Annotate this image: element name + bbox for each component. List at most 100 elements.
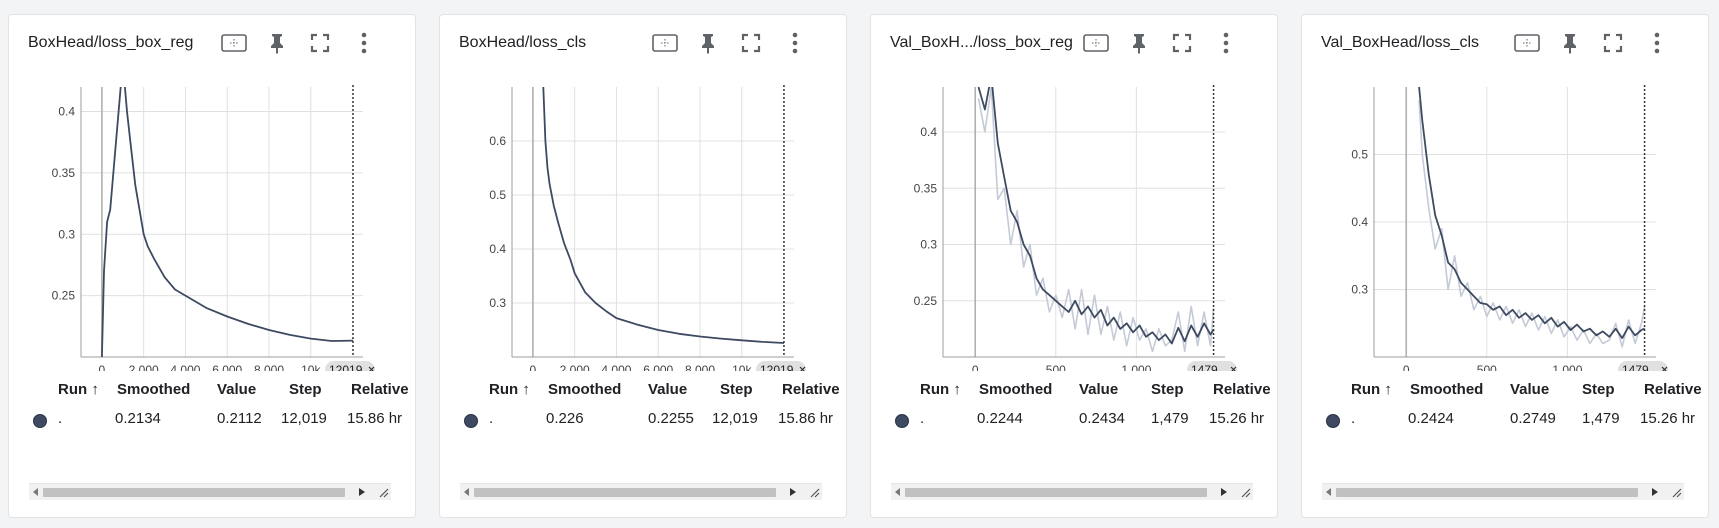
x-tick-label: 6,000 bbox=[643, 363, 673, 371]
col-header-run[interactable]: Run ↑ bbox=[58, 381, 99, 398]
col-header-step[interactable]: Step bbox=[1582, 381, 1615, 398]
fullscreen-icon bbox=[1172, 33, 1192, 53]
cell-step: 12,019 bbox=[712, 410, 758, 427]
fit-domain-button[interactable] bbox=[1081, 28, 1111, 58]
col-header-step[interactable]: Step bbox=[289, 381, 322, 398]
y-tick-label: 0.6 bbox=[489, 134, 506, 148]
resize-handle-icon[interactable] bbox=[1237, 484, 1253, 500]
x-tick-label: 500 bbox=[1477, 363, 1497, 371]
horizontal-scrollbar[interactable] bbox=[29, 483, 391, 500]
resize-handle-icon[interactable] bbox=[1668, 484, 1684, 500]
close-icon bbox=[799, 366, 806, 371]
scroll-right-arrow-icon[interactable] bbox=[1217, 484, 1231, 500]
col-header-relative[interactable]: Relative bbox=[782, 381, 840, 398]
horizontal-scrollbar[interactable] bbox=[1322, 483, 1684, 500]
line-chart[interactable]: 0.3 0.4 0.5 0.6 0 2,000 4,000 6,000 8,000 10k 1201… bbox=[440, 71, 846, 371]
horizontal-scrollbar[interactable] bbox=[891, 483, 1253, 500]
pin-button[interactable] bbox=[1555, 28, 1585, 58]
col-header-run[interactable]: Run ↑ bbox=[489, 381, 530, 398]
col-header-smoothed[interactable]: Smoothed bbox=[548, 381, 622, 398]
col-header-value[interactable]: Value bbox=[1079, 381, 1119, 398]
pin-icon bbox=[1133, 34, 1145, 54]
col-header-step[interactable]: Step bbox=[720, 381, 753, 398]
col-header-value[interactable]: Value bbox=[648, 381, 688, 398]
resize-handle-icon[interactable] bbox=[375, 484, 391, 500]
fit-domain-button[interactable] bbox=[650, 28, 680, 58]
cell-smoothed: 0.2244 bbox=[977, 410, 1023, 427]
scroll-left-arrow-icon[interactable] bbox=[29, 484, 43, 500]
chart-card: Val_BoxH.../loss_box_reg 0.25 0.3 0.35 0.4 0… bbox=[870, 14, 1278, 518]
pin-button[interactable] bbox=[262, 28, 292, 58]
fullscreen-button[interactable] bbox=[736, 28, 766, 58]
col-header-smoothed[interactable]: Smoothed bbox=[117, 381, 191, 398]
fit-domain-icon bbox=[652, 34, 678, 52]
cell-value: 0.2749 bbox=[1510, 410, 1556, 427]
pin-button[interactable] bbox=[1124, 28, 1154, 58]
card-header: Val_BoxH.../loss_box_reg bbox=[871, 15, 1277, 71]
fit-domain-icon bbox=[1083, 34, 1109, 52]
plot-area bbox=[101, 87, 354, 357]
scroll-right-arrow-icon[interactable] bbox=[786, 484, 800, 500]
cell-smoothed: 0.2424 bbox=[1408, 410, 1454, 427]
y-tick-label: 0.3 bbox=[1351, 283, 1368, 297]
y-tick-label: 0.5 bbox=[489, 188, 506, 202]
col-header-smoothed[interactable]: Smoothed bbox=[979, 381, 1053, 398]
y-tick-label: 0.4 bbox=[58, 105, 75, 119]
resize-handle-icon[interactable] bbox=[806, 484, 822, 500]
fit-domain-icon bbox=[1514, 34, 1540, 52]
scrollbar-thumb[interactable] bbox=[905, 488, 1207, 497]
col-header-step[interactable]: Step bbox=[1151, 381, 1184, 398]
cell-smoothed: 0.226 bbox=[546, 410, 584, 427]
card-title: BoxHead/loss_cls bbox=[459, 34, 587, 51]
more-options-button[interactable] bbox=[349, 28, 379, 58]
y-tick-label: 0.3 bbox=[58, 227, 75, 241]
scrollbar-thumb[interactable] bbox=[1336, 488, 1638, 497]
y-tick-label: 0.25 bbox=[52, 289, 76, 303]
scroll-right-arrow-icon[interactable] bbox=[1648, 484, 1662, 500]
col-header-relative[interactable]: Relative bbox=[351, 381, 409, 398]
fit-domain-button[interactable] bbox=[219, 28, 249, 58]
scroll-left-arrow-icon[interactable] bbox=[891, 484, 905, 500]
scroll-right-arrow-icon[interactable] bbox=[355, 484, 369, 500]
col-header-run[interactable]: Run ↑ bbox=[920, 381, 961, 398]
more-options-button[interactable] bbox=[780, 28, 810, 58]
fullscreen-button[interactable] bbox=[1598, 28, 1628, 58]
card-title: Val_BoxHead/loss_cls bbox=[1321, 34, 1480, 51]
scrollbar-thumb[interactable] bbox=[474, 488, 776, 497]
col-header-value[interactable]: Value bbox=[217, 381, 257, 398]
line-chart[interactable]: 0.3 0.4 0.5 0 500 1,000 1479 bbox=[1302, 71, 1708, 371]
more-options-button[interactable] bbox=[1211, 28, 1241, 58]
cell-run: . bbox=[489, 410, 494, 427]
x-tick-label: 2,000 bbox=[560, 363, 590, 371]
fullscreen-button[interactable] bbox=[1167, 28, 1197, 58]
col-header-value[interactable]: Value bbox=[1510, 381, 1550, 398]
line-chart[interactable]: 0.25 0.3 0.35 0.4 0 2,000 4,000 6,000 8,000 10k 12… bbox=[9, 71, 415, 371]
x-tick-label: 6,000 bbox=[212, 363, 242, 371]
run-color-dot bbox=[464, 414, 478, 428]
raw-series-line bbox=[977, 87, 1215, 353]
scroll-left-arrow-icon[interactable] bbox=[460, 484, 474, 500]
chart-card: Val_BoxHead/loss_cls 0.3 0.4 0.5 0 500 1,000 1… bbox=[1301, 14, 1709, 518]
col-header-run[interactable]: Run ↑ bbox=[1351, 381, 1392, 398]
line-chart[interactable]: 0.25 0.3 0.35 0.4 0 500 1,000 1479 bbox=[871, 71, 1277, 371]
scrollbar-thumb[interactable] bbox=[43, 488, 345, 497]
cell-value: 0.2255 bbox=[648, 410, 694, 427]
col-header-smoothed[interactable]: Smoothed bbox=[1410, 381, 1484, 398]
y-tick-label: 0.35 bbox=[914, 181, 938, 195]
step-badge bbox=[325, 361, 375, 371]
fullscreen-icon bbox=[1603, 33, 1623, 53]
fullscreen-button[interactable] bbox=[305, 28, 335, 58]
pin-button[interactable] bbox=[693, 28, 723, 58]
smoothed-series-line bbox=[1418, 87, 1646, 339]
x-tick-label: 8,000 bbox=[685, 363, 715, 371]
y-tick-label: 0.4 bbox=[920, 125, 937, 139]
scroll-left-arrow-icon[interactable] bbox=[1322, 484, 1336, 500]
close-icon bbox=[1661, 366, 1668, 371]
fit-domain-button[interactable] bbox=[1512, 28, 1542, 58]
chart-card: BoxHead/loss_box_reg 0.25 0.3 0.35 0.4 0 2,00… bbox=[8, 14, 416, 518]
col-header-relative[interactable]: Relative bbox=[1644, 381, 1702, 398]
more-options-button[interactable] bbox=[1642, 28, 1672, 58]
horizontal-scrollbar[interactable] bbox=[460, 483, 822, 500]
step-badge-label: 12019 bbox=[329, 363, 363, 371]
col-header-relative[interactable]: Relative bbox=[1213, 381, 1271, 398]
